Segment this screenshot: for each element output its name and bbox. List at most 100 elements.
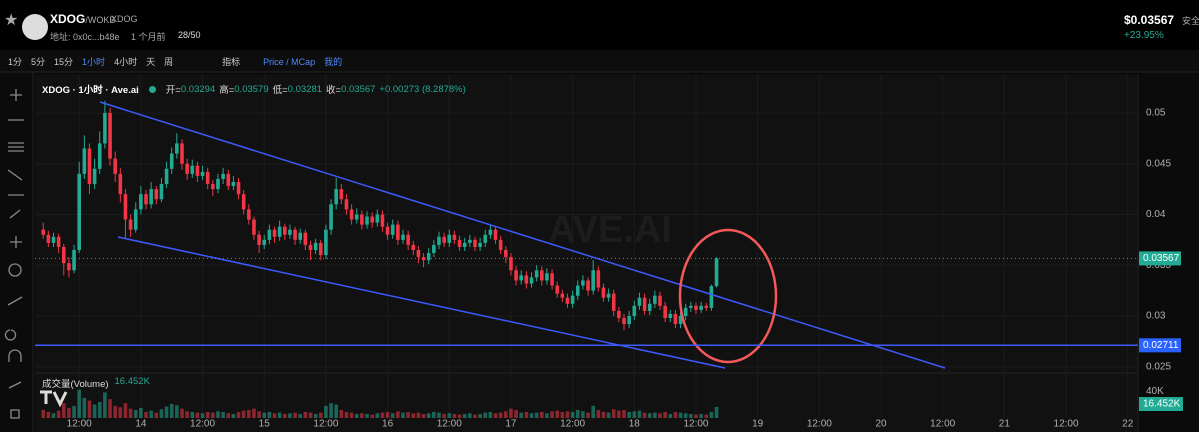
candle-body xyxy=(529,277,534,284)
volume-title: 成交量(Volume) xyxy=(42,379,109,390)
price-tag xyxy=(1139,251,1181,266)
volume-bar xyxy=(385,411,390,418)
safety[interactable]: 安全 xyxy=(1182,16,1199,26)
volume-bar xyxy=(67,407,71,418)
tool-icon[interactable] xyxy=(4,296,23,419)
candle-body xyxy=(668,313,673,318)
volume-bar xyxy=(216,411,220,418)
candle-body xyxy=(149,189,153,205)
score: 28/50 xyxy=(178,30,201,40)
interval-button[interactable]: 天 xyxy=(146,57,156,67)
hline-tag-label: 0.02711 xyxy=(1143,340,1179,351)
candle-body xyxy=(519,275,524,281)
volume-bar xyxy=(683,413,688,418)
star-icon[interactable]: ★ xyxy=(4,12,19,29)
interval-button[interactable]: 1小时 xyxy=(82,57,106,67)
volume-bar xyxy=(539,411,544,418)
candle-body xyxy=(169,153,174,169)
volume-bar xyxy=(354,413,359,418)
candle-body xyxy=(565,297,570,304)
volume-bar xyxy=(185,411,189,418)
indicators-button[interactable]: 指标 xyxy=(222,57,241,67)
candle-body xyxy=(318,242,323,256)
volume-bar xyxy=(478,413,482,418)
volume-bar xyxy=(92,404,97,418)
crosshair-icon[interactable] xyxy=(10,89,22,101)
candle-body xyxy=(678,315,683,325)
x-tick-label: 12:00 xyxy=(930,419,955,430)
candle-body xyxy=(103,112,107,144)
volume-bar xyxy=(154,412,159,418)
candle-body xyxy=(226,173,231,187)
interval-button[interactable]: 1分 xyxy=(8,57,23,67)
volume-tick-label: 40K xyxy=(1146,386,1164,397)
candle-body xyxy=(432,244,436,254)
pair: /WOKB xyxy=(85,15,116,25)
candle-body xyxy=(211,184,215,190)
candle-body xyxy=(493,229,498,240)
price-tag-label: 0.03567 xyxy=(1143,253,1180,264)
candle-body xyxy=(61,246,66,264)
volume-bar xyxy=(318,412,323,418)
mine-button[interactable]: 我的 xyxy=(324,57,343,67)
price-mcap-toggle[interactable]: Price / MCap xyxy=(263,56,316,67)
interval-button[interactable]: 4小时 xyxy=(114,57,138,67)
volume-bar xyxy=(282,413,287,418)
candle-body xyxy=(601,287,606,298)
candle-body xyxy=(87,148,92,185)
candle-body xyxy=(41,229,46,235)
candle-body xyxy=(452,234,457,240)
volume-bar xyxy=(575,409,580,418)
volume-bar xyxy=(632,411,637,418)
tool-icon[interactable] xyxy=(8,263,22,277)
candle-body xyxy=(560,293,565,298)
candle-body xyxy=(375,214,380,223)
volume-bar xyxy=(709,411,714,418)
tool-icon[interactable] xyxy=(7,119,24,248)
interval-button[interactable]: 周 xyxy=(164,57,174,67)
candle-body xyxy=(663,305,667,318)
volume-bar xyxy=(565,411,570,418)
volume-bar xyxy=(642,412,647,418)
price: $0.03567 xyxy=(1124,13,1175,27)
address[interactable]: 地址: 0x0c...b48e xyxy=(50,32,120,42)
candle-body xyxy=(97,143,102,169)
volume-bar xyxy=(293,412,297,418)
y-tick-label: 0.05 xyxy=(1146,108,1166,119)
candle-body xyxy=(534,270,539,278)
volume-bar xyxy=(128,408,133,418)
candle-body xyxy=(334,189,338,205)
x-tick-label: 21 xyxy=(999,419,1011,430)
candle-body xyxy=(282,226,287,235)
candle-body xyxy=(164,168,169,185)
volume-bar xyxy=(447,413,452,418)
volume-bar xyxy=(195,412,200,418)
candle-body xyxy=(247,209,251,220)
volume-value: 16.452K xyxy=(114,376,150,387)
volume-bar xyxy=(524,411,529,418)
volume-bar xyxy=(606,412,611,418)
volume-bar xyxy=(56,410,61,418)
volume-bar xyxy=(200,413,205,418)
candle-body xyxy=(642,297,647,311)
toolbar-bg xyxy=(0,50,1199,72)
candle-body xyxy=(231,181,236,187)
volume-bar xyxy=(468,413,472,418)
volume-bar xyxy=(406,411,410,418)
x-tick-label: 15 xyxy=(259,419,271,430)
candle-body xyxy=(313,242,318,250)
volume-bar xyxy=(452,413,457,418)
interval-button[interactable]: 5分 xyxy=(31,57,46,67)
candle-body xyxy=(77,173,82,250)
interval-button[interactable]: 15分 xyxy=(54,57,74,67)
candle-body xyxy=(360,214,364,225)
x-tick-label: 14 xyxy=(135,419,147,430)
candle-body xyxy=(447,234,452,243)
header-bg xyxy=(0,0,1199,50)
candle-body xyxy=(339,189,344,200)
candle-body xyxy=(683,307,688,316)
candle-body xyxy=(581,280,585,286)
candle-body xyxy=(205,171,210,185)
candle-body xyxy=(154,189,159,200)
